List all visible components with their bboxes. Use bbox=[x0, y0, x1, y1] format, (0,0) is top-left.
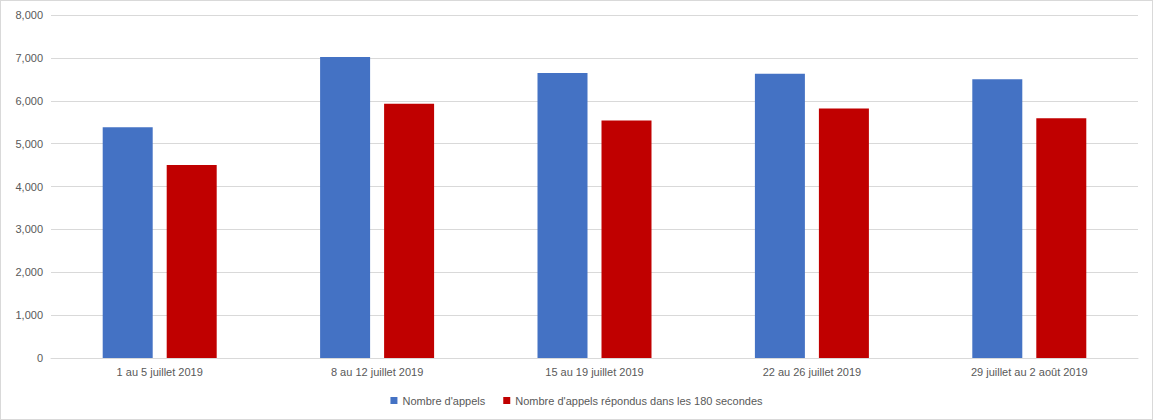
svg-text:5,000: 5,000 bbox=[15, 138, 43, 150]
svg-text:1 au 5 juillet 2019: 1 au 5 juillet 2019 bbox=[117, 366, 203, 378]
svg-text:3,000: 3,000 bbox=[15, 223, 43, 235]
svg-text:Nombre d'appels: Nombre d'appels bbox=[402, 395, 485, 407]
svg-text:8 au 12 juillet 2019: 8 au 12 juillet 2019 bbox=[331, 366, 423, 378]
svg-text:15 au 19 juillet 2019: 15 au 19 juillet 2019 bbox=[545, 366, 643, 378]
svg-text:22 au 26 juillet 2019: 22 au 26 juillet 2019 bbox=[763, 366, 861, 378]
svg-text:Nombre d'appels répondus dans: Nombre d'appels répondus dans les 180 se… bbox=[515, 395, 763, 407]
svg-text:0: 0 bbox=[37, 352, 43, 364]
svg-text:7,000: 7,000 bbox=[15, 52, 43, 64]
svg-text:2,000: 2,000 bbox=[15, 266, 43, 278]
svg-text:1,000: 1,000 bbox=[15, 309, 43, 321]
svg-text:6,000: 6,000 bbox=[15, 95, 43, 107]
svg-text:8,000: 8,000 bbox=[15, 9, 43, 21]
svg-text:29 juillet au 2 août 2019: 29 juillet au 2 août 2019 bbox=[971, 366, 1088, 378]
svg-text:4,000: 4,000 bbox=[15, 181, 43, 193]
